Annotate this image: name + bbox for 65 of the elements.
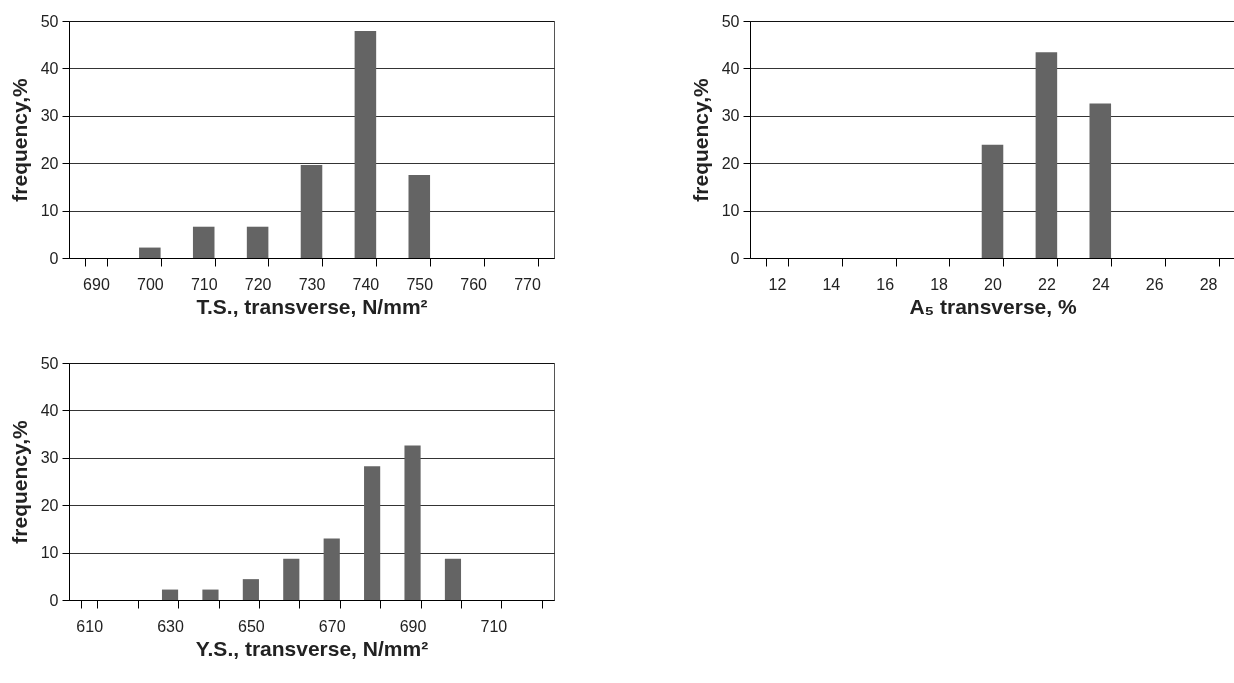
x-tick-label: 650 [238,617,265,635]
y-axis-title: frequency,% [7,420,31,544]
bar [139,247,161,258]
x-tick-label: 28 [1199,275,1218,293]
bar [1035,52,1058,258]
y-tick-label: 20 [40,154,59,172]
y-tick-label: 40 [721,59,740,77]
x-tick-label: 22 [1037,275,1056,293]
x-tick-label: 720 [244,275,272,293]
bar [408,175,431,258]
x-tick-label: 630 [157,617,184,635]
y-tick-label: 10 [40,202,59,220]
x-axis-title: A₅ transverse, % [909,294,1077,318]
bar [283,558,300,600]
y-tick-label: 20 [721,154,740,172]
bar [300,165,323,258]
bar [444,558,462,600]
x-tick-label: 26 [1145,275,1164,293]
y-tick-label: 0 [49,591,59,609]
y-tick-label: 50 [40,12,59,30]
y-tick-label: 40 [40,401,59,419]
x-tick-label: 670 [318,617,346,635]
y-tick-label: 10 [721,202,740,220]
bar [404,445,421,600]
y-tick-label: 20 [40,496,59,514]
x-tick-label: 740 [352,275,380,293]
y-tick-label: 0 [730,249,740,267]
x-tick-label: 730 [298,275,326,293]
y-tick-label: 10 [40,544,59,562]
x-tick-label: 710 [480,617,508,635]
x-axis-title: T.S., transverse, N/mm² [196,294,428,318]
y-axis-title: frequency,% [7,78,31,202]
bar [323,538,340,600]
x-tick-label: 24 [1091,275,1110,293]
y-tick-label: 50 [40,354,59,372]
x-tick-label: 14 [822,275,841,293]
y-tick-label: 40 [40,59,59,77]
bar [161,589,179,600]
bar [192,226,215,258]
bar [242,579,259,600]
x-tick-label: 12 [768,275,787,293]
x-tick-label: 610 [76,617,104,635]
x-tick-label: 750 [406,275,434,293]
y-tick-label: 50 [721,12,740,30]
x-axis-title: Y.S., transverse, N/mm² [195,636,429,660]
bar [246,226,269,258]
x-tick-label: 770 [514,275,541,293]
x-tick-label: 700 [136,275,164,293]
y-tick-label: 30 [40,107,59,125]
bar [354,30,377,258]
x-tick-label: 760 [460,275,488,293]
x-tick-label: 710 [190,275,218,293]
y-tick-label: 30 [40,449,59,467]
y-tick-label: 0 [49,249,59,267]
bar [364,466,381,600]
x-tick-label: 18 [930,275,949,293]
x-tick-label: 16 [876,275,895,293]
bar [1089,103,1112,258]
x-tick-label: 20 [984,275,1002,293]
y-axis-title: frequency,% [688,78,712,202]
y-tick-label: 30 [721,107,740,125]
bar [202,589,219,600]
bar [981,144,1004,258]
x-tick-label: 690 [83,275,110,293]
x-tick-label: 690 [399,617,427,635]
